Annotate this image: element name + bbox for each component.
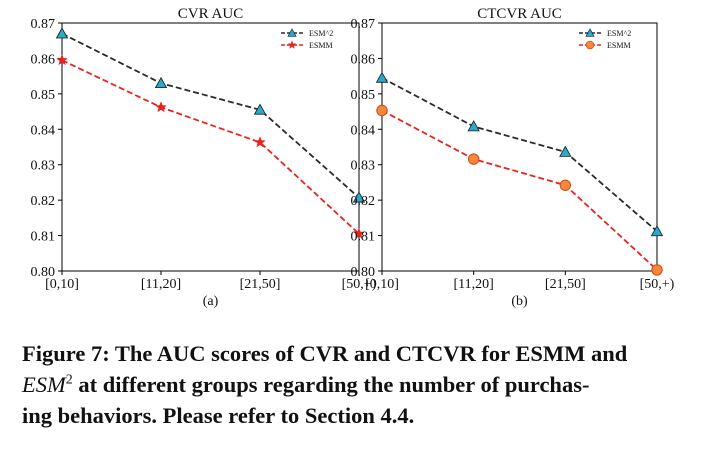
caption-line-2: ESM2 at different groups regarding the n… bbox=[22, 369, 692, 400]
caption-line-1: Figure 7: The AUC scores of CVR and CTCV… bbox=[22, 341, 628, 366]
figure-caption: Figure 7: The AUC scores of CVR and CTCV… bbox=[22, 338, 692, 431]
data-point bbox=[154, 76, 168, 89]
y-tick-label: 0.84 bbox=[31, 123, 56, 138]
y-tick-label: 0.86 bbox=[351, 52, 376, 67]
caption-line-2-text: at different groups regarding the number… bbox=[72, 372, 590, 397]
data-point bbox=[650, 224, 664, 237]
series-line-esmm bbox=[381, 109, 658, 271]
y-tick-label: 0.85 bbox=[31, 88, 56, 103]
x-tick-label: [11,20] bbox=[454, 277, 494, 292]
chart-title: CVR AUC bbox=[178, 6, 243, 22]
series-line-esm2 bbox=[381, 77, 658, 233]
chart-cvr-auc: CVR AUC 0.80 0.81 0.82 0.83 0.84 0.85 0.86 0.87 [… bbox=[31, 6, 377, 309]
caption-line-3: ing behaviors. Please refer to Section 4… bbox=[22, 403, 415, 428]
x-tick-label: [0,10] bbox=[45, 277, 79, 292]
y-tick-label: 0.83 bbox=[31, 159, 56, 174]
data-point bbox=[353, 227, 365, 239]
x-tick-label: [21,50] bbox=[545, 277, 586, 292]
y-tick-label: 0.87 bbox=[31, 17, 56, 32]
legend-marker bbox=[585, 28, 595, 37]
data-point bbox=[352, 191, 366, 203]
caption-model-name: ESM bbox=[22, 372, 66, 397]
legend-marker bbox=[287, 28, 297, 37]
chart-ctcvr-auc: CTCVR AUC 0.80 0.81 0.82 0.83 0.84 0.85 0.86 0.8… bbox=[351, 6, 675, 309]
figure-panels: CVR AUC 0.80 0.81 0.82 0.83 0.84 0.85 0.86 0.87 [… bbox=[31, 6, 675, 309]
y-tick-label: 0.86 bbox=[31, 52, 56, 67]
data-point bbox=[467, 153, 480, 165]
data-point bbox=[559, 145, 572, 157]
data-point bbox=[559, 179, 572, 191]
panel-sublabel: (b) bbox=[511, 294, 528, 309]
data-point bbox=[253, 103, 267, 115]
y-tick-label: 0.82 bbox=[351, 194, 376, 209]
y-tick-label: 0.80 bbox=[351, 265, 376, 280]
x-tick-label: [11,20] bbox=[141, 277, 181, 292]
y-tick-label: 0.87 bbox=[351, 17, 376, 32]
legend-label: ESM^2 bbox=[309, 29, 333, 38]
y-tick-label: 0.83 bbox=[351, 159, 376, 174]
x-tick-label: [50,+) bbox=[640, 277, 675, 292]
y-tick-label: 0.81 bbox=[31, 230, 56, 245]
data-point bbox=[56, 53, 68, 66]
y-tick-label: 0.81 bbox=[351, 230, 376, 245]
plot-frame bbox=[381, 22, 658, 272]
plot-frame bbox=[61, 22, 360, 272]
data-point bbox=[467, 120, 480, 132]
data-point bbox=[55, 27, 69, 39]
y-tick-label: 0.80 bbox=[31, 265, 56, 280]
panel-sublabel: (a) bbox=[203, 294, 219, 309]
x-tick-label: [50,+) bbox=[342, 277, 377, 292]
data-point bbox=[651, 264, 663, 276]
data-point bbox=[376, 104, 388, 117]
legend-marker bbox=[287, 40, 297, 49]
series-line-esm2 bbox=[61, 32, 360, 199]
x-tick-label: [21,50] bbox=[240, 277, 281, 292]
legend-label: ESM^2 bbox=[607, 29, 631, 38]
legend-marker bbox=[585, 40, 595, 50]
y-tick-label: 0.84 bbox=[351, 123, 376, 138]
y-tick-label: 0.82 bbox=[31, 194, 56, 209]
data-point bbox=[254, 136, 266, 148]
series-line-esmm bbox=[61, 59, 360, 235]
y-tick-label: 0.85 bbox=[351, 88, 376, 103]
caption-model-superscript: 2 bbox=[65, 372, 73, 388]
data-point bbox=[375, 71, 389, 83]
x-tick-label: [0,10] bbox=[365, 277, 399, 292]
data-point bbox=[155, 101, 167, 113]
chart-title: CTCVR AUC bbox=[477, 6, 562, 22]
legend-label: ESMM bbox=[607, 41, 631, 50]
legend-label: ESMM bbox=[309, 41, 333, 50]
